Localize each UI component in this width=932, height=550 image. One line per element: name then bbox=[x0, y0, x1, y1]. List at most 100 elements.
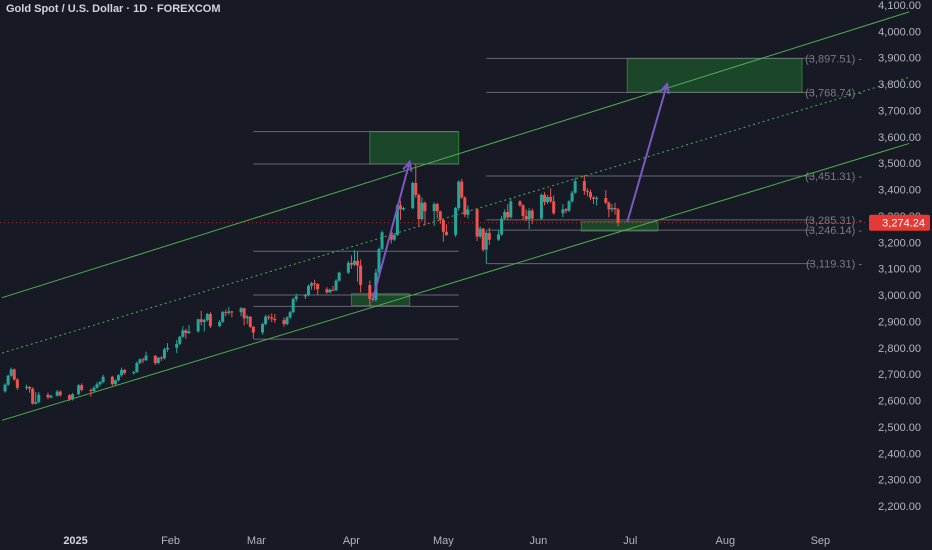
y-tick-label: 2,600.00 bbox=[878, 396, 921, 408]
y-tick-label: 3,500.00 bbox=[878, 158, 921, 170]
candle-body bbox=[101, 376, 105, 383]
zone-box bbox=[369, 131, 460, 165]
candle-body bbox=[331, 289, 335, 291]
candle-body bbox=[444, 231, 448, 235]
candle-body bbox=[199, 319, 203, 322]
candle-body bbox=[303, 295, 307, 297]
candle-body bbox=[567, 201, 571, 211]
x-tick-label: Apr bbox=[343, 535, 360, 547]
candle-body bbox=[67, 395, 71, 400]
arrow-head bbox=[402, 159, 413, 172]
candle-body bbox=[546, 196, 550, 203]
candle-body bbox=[352, 260, 356, 265]
price-axis[interactable]: 2,200.00 2,300.00 2,400.00 2,500.00 2,600.00… bbox=[878, 0, 921, 513]
candle-body bbox=[552, 201, 556, 214]
level-label: (3,246.14) - bbox=[805, 225, 862, 237]
candle-body bbox=[285, 317, 289, 325]
candle-body bbox=[230, 311, 234, 313]
chart-title: Gold Spot / U.S. Dollar · 1D · FOREXCOM bbox=[6, 3, 221, 15]
candle-body bbox=[267, 316, 271, 318]
candle-body bbox=[585, 190, 589, 193]
candle-body bbox=[46, 394, 50, 398]
candle-body bbox=[454, 208, 458, 235]
candle-body bbox=[497, 234, 501, 240]
y-tick-label: 2,700.00 bbox=[878, 369, 921, 381]
candle-body bbox=[328, 289, 332, 293]
candle-body bbox=[205, 314, 209, 321]
y-tick-label: 2,200.00 bbox=[878, 501, 921, 513]
candle-body bbox=[288, 312, 292, 318]
candle-body bbox=[89, 389, 93, 392]
channel-layer bbox=[1, 11, 910, 421]
channel-line bbox=[1, 11, 910, 299]
candle-body bbox=[58, 391, 62, 396]
candle-body bbox=[389, 232, 393, 240]
candle-body bbox=[196, 319, 200, 332]
time-axis[interactable]: 2025 Feb Mar Apr May Jun Jul Aug Sep bbox=[63, 535, 830, 547]
candle-body bbox=[264, 316, 268, 325]
candle-body bbox=[261, 324, 265, 333]
y-tick-label: 2,800.00 bbox=[878, 343, 921, 355]
candle-body bbox=[251, 326, 255, 333]
candle-body bbox=[414, 182, 418, 195]
candle-body bbox=[466, 209, 470, 215]
y-tick-label: 3,100.00 bbox=[878, 264, 921, 276]
candle-body bbox=[359, 265, 363, 286]
candle-body bbox=[438, 211, 442, 220]
candle-body bbox=[325, 289, 329, 293]
candle-body bbox=[607, 202, 611, 210]
candle-body bbox=[184, 330, 188, 334]
candle-body bbox=[463, 197, 467, 215]
candle-body bbox=[346, 262, 350, 273]
candle-body bbox=[242, 308, 246, 319]
candle-body bbox=[435, 204, 439, 212]
candle-body bbox=[166, 347, 170, 350]
y-tick-label: 3,400.00 bbox=[878, 185, 921, 197]
candle-body bbox=[31, 388, 35, 404]
candle-body bbox=[25, 386, 29, 388]
candle-body bbox=[156, 357, 160, 364]
candle-body bbox=[316, 283, 320, 290]
candle-body bbox=[527, 210, 531, 220]
candle-body bbox=[218, 321, 222, 327]
candle-body bbox=[208, 314, 212, 327]
x-tick-label: Sep bbox=[811, 535, 831, 547]
candle-body bbox=[487, 232, 491, 240]
candle-body bbox=[135, 363, 139, 373]
candle-body bbox=[34, 402, 38, 404]
candle-body bbox=[221, 312, 225, 322]
candle-body bbox=[570, 192, 574, 202]
candle-body bbox=[49, 395, 53, 398]
candle-body bbox=[141, 359, 145, 361]
candle-body bbox=[380, 232, 384, 249]
candle-body bbox=[337, 272, 341, 281]
candle-body bbox=[224, 312, 228, 314]
candle-body bbox=[588, 192, 592, 198]
candle-body bbox=[524, 215, 528, 220]
candle-body bbox=[153, 355, 157, 364]
arrow-head bbox=[659, 81, 670, 95]
candle-body bbox=[239, 308, 243, 313]
y-tick-label: 4,000.00 bbox=[878, 26, 921, 38]
candle-body bbox=[116, 375, 120, 381]
candle-body bbox=[573, 181, 577, 193]
candle-body bbox=[98, 382, 102, 385]
candle-body bbox=[37, 394, 41, 403]
level-label: (3,285.31) - bbox=[805, 215, 862, 227]
candle-body bbox=[549, 196, 553, 202]
candle-body bbox=[392, 234, 396, 240]
candle-body bbox=[120, 369, 124, 376]
candle-body bbox=[420, 202, 424, 220]
candle-body bbox=[543, 194, 547, 203]
zone-box bbox=[580, 221, 659, 232]
y-tick-label: 3,200.00 bbox=[878, 237, 921, 249]
candle-body bbox=[500, 218, 504, 235]
candle-body bbox=[9, 369, 13, 376]
x-tick-label: May bbox=[433, 535, 454, 547]
y-tick-label: 3,800.00 bbox=[878, 79, 921, 91]
level-label: (3,451.31) - bbox=[805, 171, 862, 183]
candle-body bbox=[77, 385, 81, 395]
candle-body bbox=[356, 260, 360, 266]
